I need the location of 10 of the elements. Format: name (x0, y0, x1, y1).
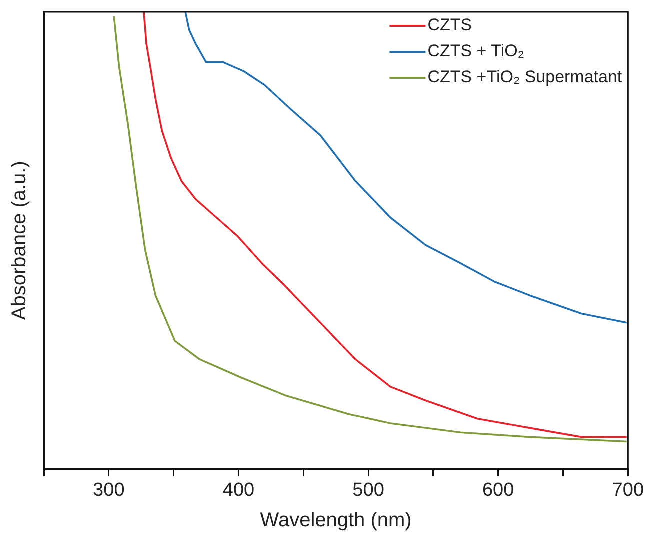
x-tick-label: 500 (352, 480, 384, 501)
x-tick-label: 600 (482, 480, 514, 501)
legend-label: CZTS +TiO₂ Supermatant (428, 68, 622, 87)
x-tick-label: 700 (612, 480, 644, 501)
legend-label: CZTS + TiO₂ (428, 42, 525, 61)
y-axis-title: Absorbance (a.u.) (8, 161, 31, 320)
x-tick-label: 300 (93, 480, 125, 501)
x-tick-label: 400 (222, 480, 255, 501)
legend-label: CZTS (428, 16, 472, 35)
x-axis-title: Wavelength (nm) (260, 510, 412, 532)
